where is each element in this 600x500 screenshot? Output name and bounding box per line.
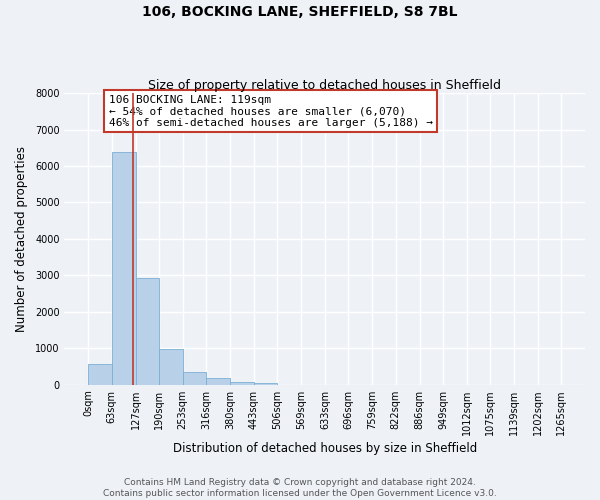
Bar [136, 278, 159, 384]
X-axis label: Distribution of detached houses by size in Sheffield: Distribution of detached houses by size … [173, 442, 477, 455]
Bar [112, 152, 136, 384]
Title: Size of property relative to detached houses in Sheffield: Size of property relative to detached ho… [148, 79, 501, 92]
Bar [254, 383, 277, 384]
Bar [183, 372, 206, 384]
Bar [230, 382, 254, 384]
Bar [206, 378, 230, 384]
Y-axis label: Number of detached properties: Number of detached properties [15, 146, 28, 332]
Text: 106, BOCKING LANE, SHEFFIELD, S8 7BL: 106, BOCKING LANE, SHEFFIELD, S8 7BL [142, 5, 458, 19]
Text: Contains HM Land Registry data © Crown copyright and database right 2024.
Contai: Contains HM Land Registry data © Crown c… [103, 478, 497, 498]
Text: 106 BOCKING LANE: 119sqm
← 54% of detached houses are smaller (6,070)
46% of sem: 106 BOCKING LANE: 119sqm ← 54% of detach… [109, 94, 433, 128]
Bar [88, 364, 112, 384]
Bar [159, 350, 183, 384]
